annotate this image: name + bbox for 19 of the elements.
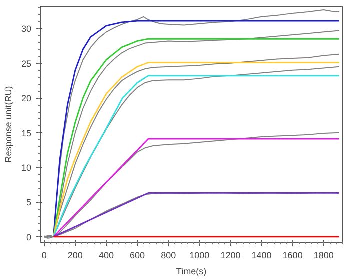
x-tick-label: 600 bbox=[130, 250, 146, 260]
x-tick-label: 200 bbox=[68, 250, 83, 260]
y-tick-label: 5 bbox=[26, 198, 32, 208]
y-tick-label: 0 bbox=[26, 232, 32, 242]
x-tick-label: 1600 bbox=[282, 250, 303, 260]
x-axis-title: Time(s) bbox=[176, 266, 207, 276]
y-tick-label: 10 bbox=[21, 163, 32, 174]
x-tick-label: 1000 bbox=[190, 250, 210, 260]
x-tick-label: 1200 bbox=[220, 250, 241, 260]
x-tick-label: 1800 bbox=[314, 250, 334, 260]
x-tick-label: 0 bbox=[42, 250, 47, 260]
y-tick-label: 20 bbox=[21, 94, 32, 104]
x-tick-label: 800 bbox=[161, 250, 176, 260]
y-tick-label: 25 bbox=[21, 58, 32, 69]
y-tick-label: 30 bbox=[21, 24, 32, 34]
x-tick-label: 400 bbox=[98, 250, 114, 260]
y-tick-label: 15 bbox=[21, 128, 32, 138]
y-axis-title: Response unit(RU) bbox=[3, 86, 14, 163]
x-tick-label: 1400 bbox=[252, 250, 272, 260]
